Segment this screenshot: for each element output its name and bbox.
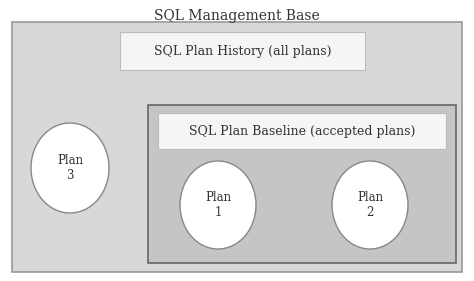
FancyBboxPatch shape (158, 113, 446, 149)
FancyBboxPatch shape (120, 32, 365, 70)
Ellipse shape (332, 161, 408, 249)
FancyBboxPatch shape (12, 22, 462, 272)
Text: SQL Management Base: SQL Management Base (154, 9, 320, 23)
Text: Plan
1: Plan 1 (205, 191, 231, 219)
Text: SQL Plan History (all plans): SQL Plan History (all plans) (154, 44, 331, 58)
Ellipse shape (180, 161, 256, 249)
Text: Plan
3: Plan 3 (57, 154, 83, 182)
FancyBboxPatch shape (148, 105, 456, 263)
Text: Plan
2: Plan 2 (357, 191, 383, 219)
Text: SQL Plan Baseline (accepted plans): SQL Plan Baseline (accepted plans) (189, 124, 415, 137)
Ellipse shape (31, 123, 109, 213)
